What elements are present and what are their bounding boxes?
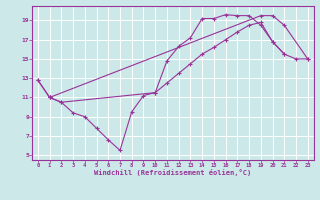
X-axis label: Windchill (Refroidissement éolien,°C): Windchill (Refroidissement éolien,°C): [94, 169, 252, 176]
